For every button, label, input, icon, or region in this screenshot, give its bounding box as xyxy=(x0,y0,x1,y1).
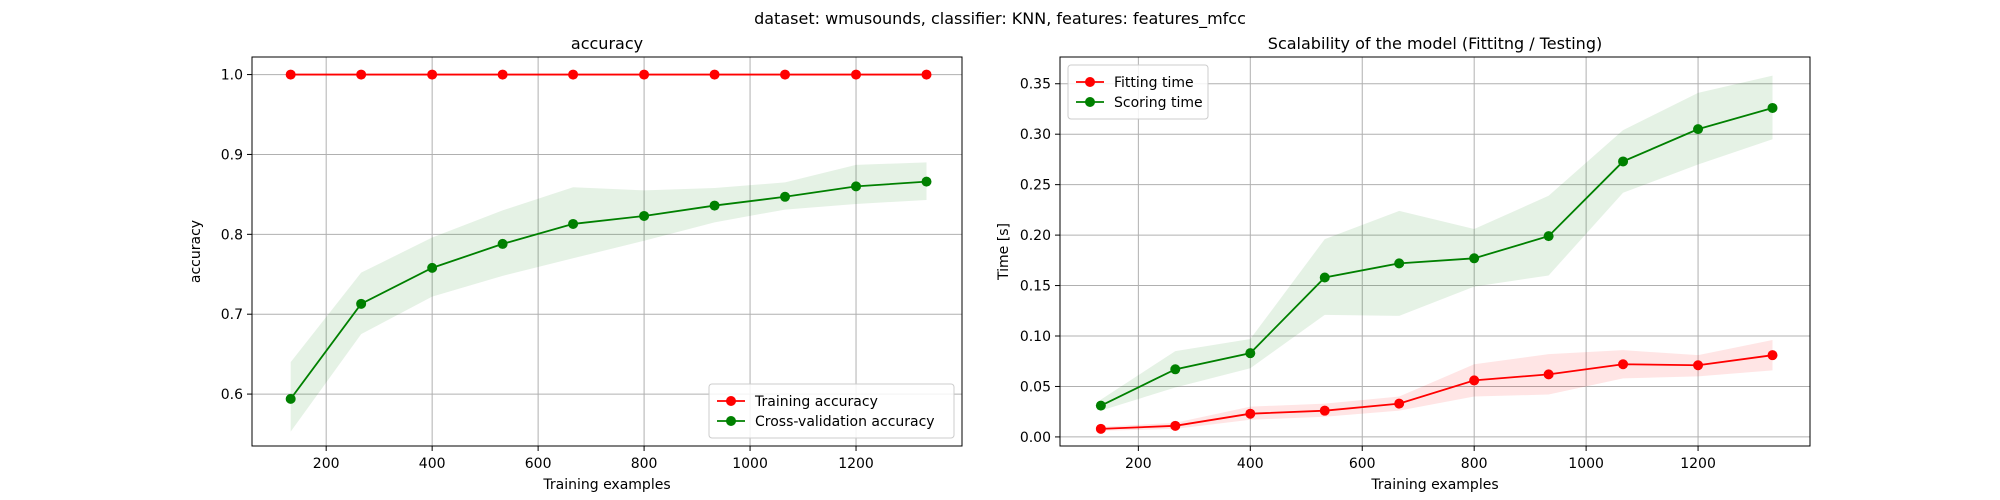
x-tick-label: 600 xyxy=(1349,456,1376,472)
series-1-point xyxy=(1170,364,1181,375)
series-1-point xyxy=(1543,231,1554,242)
series-1-point xyxy=(285,393,296,404)
y-tick-label: 0.20 xyxy=(1020,228,1051,244)
chart-title: Scalability of the model (Fittitng / Tes… xyxy=(1268,34,1602,53)
series-1-point xyxy=(356,298,367,309)
series-1-point xyxy=(639,210,650,221)
series-0-point xyxy=(285,69,296,80)
x-tick-label: 800 xyxy=(1461,456,1488,472)
series-1-line xyxy=(289,180,927,400)
x-axis-label: Training examples xyxy=(542,477,670,493)
series-1-point xyxy=(921,176,932,187)
legend-marker xyxy=(1085,97,1095,107)
chart-title: accuracy xyxy=(571,34,643,53)
y-axis-label: Time [s] xyxy=(996,223,1012,281)
legend-box xyxy=(708,383,955,439)
accuracy-chart: 200 400 600 800 1000 1200 0.6 0.7 0.8 0.9 1.0 accur… xyxy=(188,34,963,493)
series-0-point xyxy=(427,69,438,80)
y-axis-label: accuracy xyxy=(188,220,204,283)
legend-marker xyxy=(726,416,736,426)
series-1-line xyxy=(1100,107,1773,407)
y-tick-label: 0.6 xyxy=(221,387,243,403)
series-1-band xyxy=(1100,75,1773,411)
scalability-chart: 200 400 600 800 1000 1200 0.00 0.05 0.10 0.15 0.20… xyxy=(996,34,1811,493)
series-0-point xyxy=(568,69,579,80)
y-tick-label: 1.0 xyxy=(221,68,243,84)
legend-marker xyxy=(1085,77,1095,87)
series-0-point xyxy=(1618,359,1629,370)
series-1-band xyxy=(290,162,927,432)
series-0-point xyxy=(709,69,720,80)
series-0-point xyxy=(1469,375,1480,386)
series-1-point xyxy=(568,218,579,229)
legend: Fitting time Scoring time xyxy=(1067,64,1209,120)
figure-suptitle: dataset: wmusounds, classifier: KNN, fea… xyxy=(754,9,1246,29)
series-0-band xyxy=(1100,340,1773,431)
series-0-point xyxy=(497,69,508,80)
legend: Training accuracy Cross-validation accura… xyxy=(708,383,955,439)
series-1-point xyxy=(1767,102,1778,113)
legend-marker xyxy=(726,396,736,406)
x-tick-label: 1000 xyxy=(1568,456,1604,472)
legend-entry: Training accuracy xyxy=(754,394,878,410)
axes-frame xyxy=(1059,56,1811,447)
series-1-point xyxy=(1319,272,1330,283)
series-0-point xyxy=(1170,420,1181,431)
x-tick-label: 200 xyxy=(313,456,340,472)
series-0-point xyxy=(780,69,791,80)
series-1-point xyxy=(1394,258,1405,269)
series-1-point xyxy=(1618,156,1629,167)
series-0-point xyxy=(921,69,932,80)
y-tick-label: 0.25 xyxy=(1020,178,1051,194)
series-1-point xyxy=(709,200,720,211)
series-1-point xyxy=(1095,400,1106,411)
y-tick-label: 0.35 xyxy=(1020,77,1051,93)
y-tick-label: 0.00 xyxy=(1020,430,1051,446)
x-tick-label: 800 xyxy=(631,456,658,472)
series-0-point xyxy=(356,69,367,80)
series-0-line xyxy=(1100,354,1773,430)
series-1-point xyxy=(851,181,862,192)
series-0-point xyxy=(1319,405,1330,416)
series-1-point xyxy=(780,191,791,202)
x-tick-label: 1200 xyxy=(838,456,874,472)
x-tick-label: 400 xyxy=(1237,456,1264,472)
x-tick-label: 200 xyxy=(1125,456,1152,472)
legend-box xyxy=(1067,64,1209,120)
y-tick-label: 0.7 xyxy=(221,307,243,323)
x-tick-label: 1000 xyxy=(732,456,768,472)
legend-entry: Fitting time xyxy=(1114,75,1194,91)
series-0-point xyxy=(1767,350,1778,361)
y-tick-label: 0.10 xyxy=(1020,329,1051,345)
series-0-point xyxy=(1693,360,1704,371)
x-axis-label: Training examples xyxy=(1370,477,1498,493)
y-tick-label: 0.9 xyxy=(221,147,243,163)
series-1-point xyxy=(427,262,438,273)
axes-frame xyxy=(251,56,963,447)
y-tick-label: 0.8 xyxy=(221,227,243,243)
legend-entry: Scoring time xyxy=(1114,95,1203,111)
series-0-point xyxy=(1394,398,1405,409)
series-1-point xyxy=(1245,348,1256,359)
x-tick-label: 600 xyxy=(525,456,552,472)
legend-entry: Cross-validation accuracy xyxy=(755,414,935,430)
series-0-point xyxy=(639,69,650,80)
series-0-point xyxy=(1095,423,1106,434)
y-tick-label: 0.15 xyxy=(1020,279,1051,295)
series-0-point xyxy=(1245,408,1256,419)
x-tick-label: 1200 xyxy=(1680,456,1716,472)
series-1-point xyxy=(497,238,508,249)
series-1-point xyxy=(1693,124,1704,135)
y-tick-label: 0.05 xyxy=(1020,379,1051,395)
series-0-point xyxy=(1543,369,1554,380)
y-tick-label: 0.30 xyxy=(1020,127,1051,143)
series-0-point xyxy=(851,69,862,80)
series-1-point xyxy=(1469,253,1480,264)
x-tick-label: 400 xyxy=(419,456,446,472)
